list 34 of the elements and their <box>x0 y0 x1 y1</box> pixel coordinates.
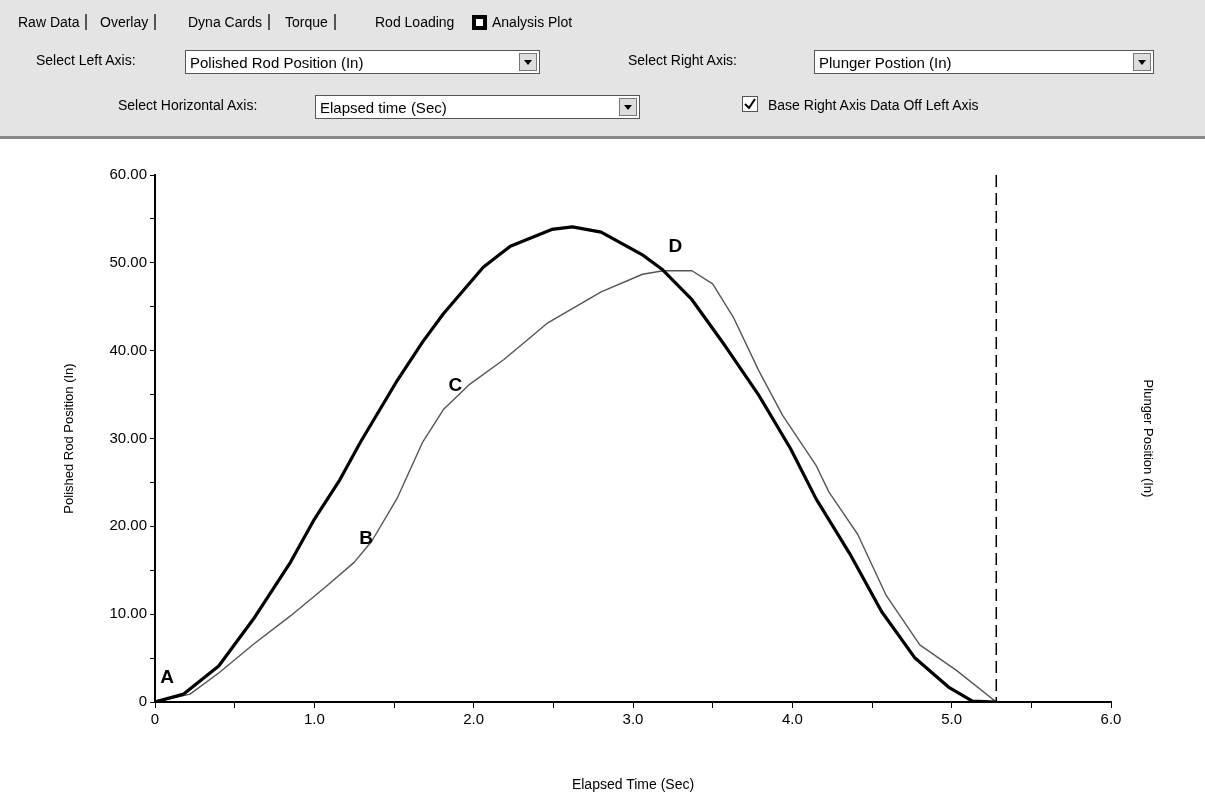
y-tick-label: 60.00 <box>109 165 147 183</box>
x-tick-label: 4.0 <box>781 710 803 728</box>
x-tick-label: 6.0 <box>1100 710 1122 728</box>
text: Analysis Plot <box>492 14 574 30</box>
y-tick-label: 0 <box>138 692 147 710</box>
text: Overlay <box>100 14 157 30</box>
text: Rod Loading <box>375 14 456 30</box>
text: Torque <box>285 14 336 30</box>
text: Raw Data <box>18 14 88 30</box>
y-tick-label: 10.00 <box>109 604 147 622</box>
annotation: C <box>448 373 463 395</box>
y-tick-label: 20.00 <box>109 516 147 534</box>
y-tick-label: 50.00 <box>109 252 147 270</box>
y-axis-title: Polished Rod Position (In) <box>61 363 77 514</box>
annotation: B <box>359 526 374 548</box>
text: Polished Rod Position (In) <box>190 54 364 71</box>
x-tick-label: 2.0 <box>463 710 485 728</box>
text: Select Horizontal Axis: <box>118 97 258 113</box>
annotation: D <box>668 234 683 256</box>
text: Dyna Cards <box>188 14 270 30</box>
text: Base Right Axis Data Off Left Axis <box>768 97 979 113</box>
x-tick-label: 1.0 <box>303 710 325 728</box>
text: Select Left Axis: <box>36 52 136 68</box>
text: Select Right Axis: <box>628 52 737 68</box>
x-tick-label: 5.0 <box>941 710 963 728</box>
text: Elapsed time (Sec) <box>320 99 447 116</box>
x-tick-label: 3.0 <box>622 710 644 728</box>
annotation: A <box>160 666 175 688</box>
x-tick-label: 0 <box>150 710 160 728</box>
y-tick-label: 40.00 <box>109 340 147 358</box>
text: Plunger Postion (In) <box>819 54 952 71</box>
y-tick-label: 30.00 <box>109 428 147 446</box>
y2-axis-title: Plunger Position (In) <box>1140 379 1156 498</box>
x-axis-title: Elapsed Time (Sec) <box>571 776 695 793</box>
